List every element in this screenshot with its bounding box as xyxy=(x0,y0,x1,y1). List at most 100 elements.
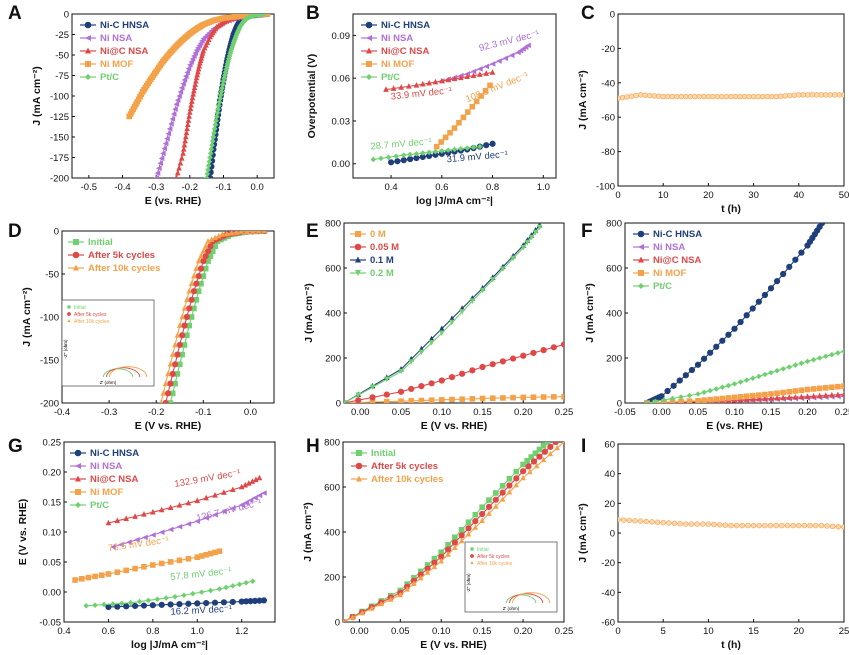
point-ni-c-nsa xyxy=(174,174,179,178)
point-ni-c-hnsa xyxy=(688,366,696,374)
y-tick-label: 600 xyxy=(324,483,340,494)
legend-label-ni-nsa: Ni NSA xyxy=(90,461,122,472)
y-tick-label: 60 xyxy=(604,440,615,451)
point-after-10k-cycles xyxy=(445,551,451,557)
point-0-05-m xyxy=(479,363,486,371)
point-ni-c-nsa xyxy=(256,474,263,481)
point-ni-c-nsa xyxy=(194,497,201,504)
point-ni-c-hnsa xyxy=(743,312,750,319)
y-tick-label: 0 xyxy=(610,10,615,21)
x-tick-label: -0.2 xyxy=(148,407,164,418)
point-initial xyxy=(524,457,530,464)
point-pt-c xyxy=(378,155,384,162)
x-tick-label: 0.20 xyxy=(514,407,533,418)
point-ni-c-hnsa xyxy=(658,393,665,400)
point-after-5k-cycles xyxy=(188,296,195,303)
point-ni-mof xyxy=(719,395,726,402)
point-0-05-m xyxy=(499,358,506,365)
point-ni-c-nsa xyxy=(249,478,256,484)
point-after-10k-cycles xyxy=(261,231,268,234)
point-ni-mof xyxy=(841,383,844,389)
point-pt-c xyxy=(686,392,693,399)
inset-legend-marker xyxy=(470,560,474,565)
point-ni-nsa xyxy=(470,68,477,75)
x-tick-label: 0.00 xyxy=(652,407,671,418)
point-pt-c xyxy=(768,369,774,376)
point-0-m xyxy=(540,394,547,400)
point-after-5k-cycles xyxy=(552,442,559,446)
panel-letter-f: F xyxy=(581,221,593,242)
point-ni-mof xyxy=(798,387,805,394)
plot-frame xyxy=(352,13,557,179)
point-ni-c-nsa xyxy=(193,74,200,81)
slope-annotation: 16.2 mV dec⁻¹ xyxy=(170,604,232,618)
inset-legend-marker xyxy=(67,318,71,323)
x-tick-label: 0.6 xyxy=(102,626,115,637)
x-tick-label: -0.2 xyxy=(182,182,198,193)
point-ni-mof xyxy=(150,562,156,568)
y-tick-label: -175 xyxy=(50,153,69,164)
point-pt-c xyxy=(205,167,211,173)
point-ni-c-hnsa xyxy=(666,520,672,526)
point-initial xyxy=(169,390,176,397)
point-ni-mof xyxy=(695,397,701,403)
point-after-5k-cycles xyxy=(506,482,513,489)
point-ni-c-hnsa xyxy=(796,92,802,98)
point-ni-c-nsa xyxy=(439,77,445,84)
point-after-5k-cycles xyxy=(171,361,179,368)
point-ni-c-hnsa xyxy=(642,92,648,98)
inset-legend-label: Initial xyxy=(74,305,86,311)
x-tick-label: -0.5 xyxy=(81,182,97,193)
point-pt-c xyxy=(841,348,844,355)
y-tick-label: -20 xyxy=(601,44,615,55)
point-pt-c xyxy=(211,126,218,132)
point-ni-c-nsa xyxy=(203,494,209,501)
point-ni-c-nsa xyxy=(822,392,829,398)
point-after-10k-cycles xyxy=(465,530,472,537)
point-0-05-m xyxy=(540,347,547,354)
inset-curve xyxy=(102,368,134,378)
point-after-5k-cycles xyxy=(458,532,465,539)
point-0-2-m xyxy=(479,287,486,294)
point-after-10k-cycles xyxy=(198,252,204,259)
y-tick-label: 200 xyxy=(606,354,622,365)
point-after-10k-cycles xyxy=(513,481,520,488)
x-tick-label: -0.3 xyxy=(101,407,117,418)
point-ni-c-nsa xyxy=(230,486,236,493)
point-pt-c xyxy=(669,395,676,402)
point-ni-c-hnsa xyxy=(387,159,395,166)
point-ni-mof xyxy=(786,388,793,395)
slope-annotation: 57.8 mV dec⁻¹ xyxy=(170,566,232,583)
point-ni-nsa xyxy=(168,121,174,127)
y-tick-label: -125 xyxy=(50,112,69,123)
point-ni-c-hnsa xyxy=(755,298,762,305)
point-initial xyxy=(479,504,485,511)
inset-legend-label: After 10k cycles xyxy=(74,319,110,325)
point-ni-nsa xyxy=(238,502,245,508)
point-ni-mof xyxy=(451,125,458,131)
point-0-2-m xyxy=(344,400,347,403)
point-ni-nsa xyxy=(176,523,183,530)
point-0-2-m xyxy=(418,349,425,356)
point-ni-nsa xyxy=(158,529,165,536)
point-after-10k-cycles xyxy=(167,361,174,367)
legend-marker-pt-c xyxy=(638,283,644,289)
point-ni-mof xyxy=(456,119,462,126)
point-pt-c xyxy=(219,85,225,91)
point-pt-c xyxy=(214,110,221,116)
point-ni-c-hnsa xyxy=(746,93,752,100)
x-tick-label: 0.0 xyxy=(251,182,264,193)
point-after-5k-cycles xyxy=(513,475,520,482)
point-ni-c-nsa xyxy=(167,504,174,510)
x-tick-label: 0.25 xyxy=(555,626,574,637)
point-pt-c xyxy=(762,371,768,378)
point-ni-c-hnsa xyxy=(713,343,720,350)
legend-marker-0-1-m xyxy=(355,256,361,263)
point-pt-c xyxy=(835,350,841,356)
point-ni-c-nsa xyxy=(195,68,201,75)
y-tick-label: 0.09 xyxy=(332,31,351,42)
legend-label-ni-mof: Ni MOF xyxy=(100,59,133,70)
point-ni-nsa xyxy=(157,160,164,167)
point-ni-c-hnsa xyxy=(773,522,779,529)
point-ni-mof xyxy=(469,103,476,110)
